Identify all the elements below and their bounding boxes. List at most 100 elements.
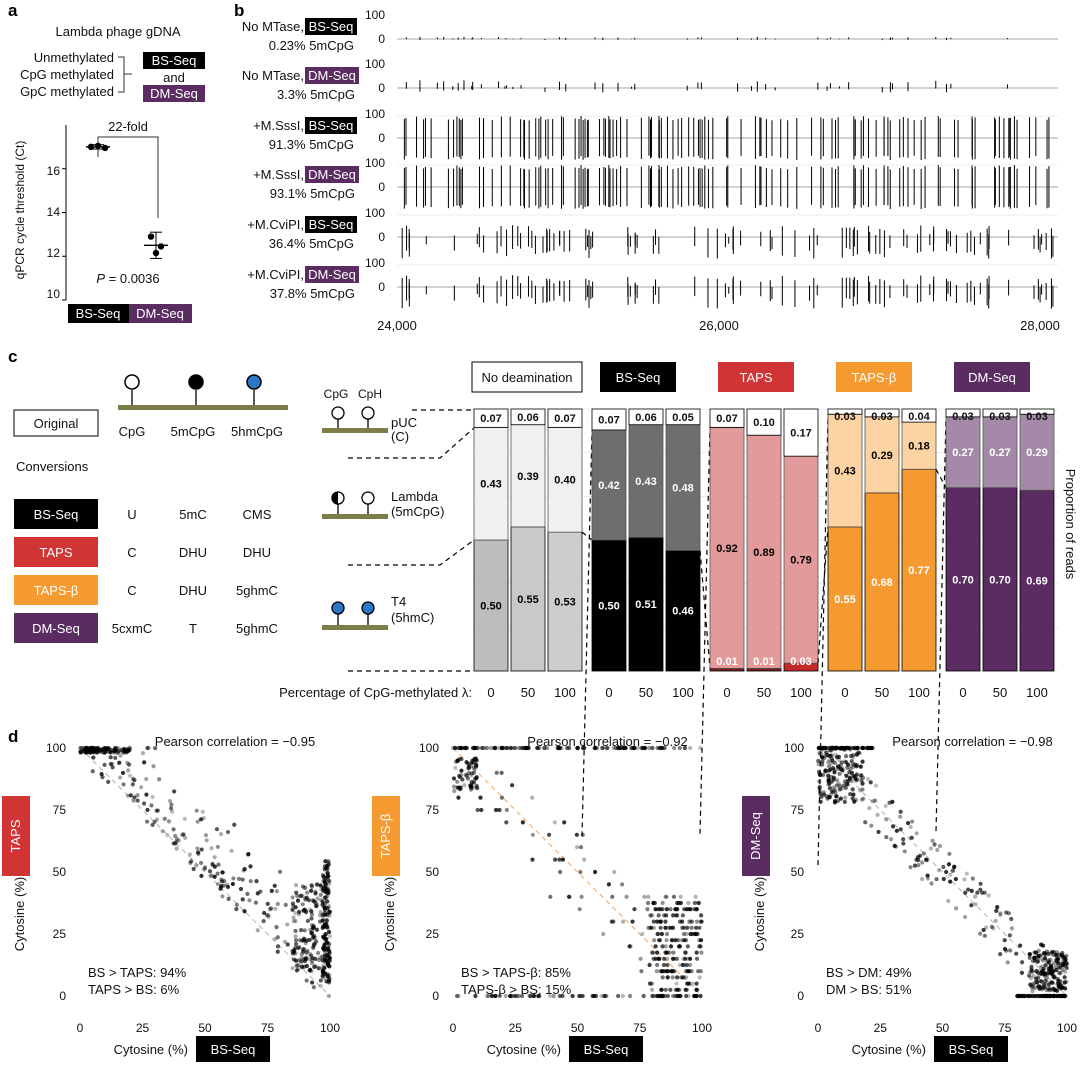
dna-header-cph: CpH xyxy=(358,387,382,401)
scatter-point xyxy=(1051,993,1057,999)
bar-lambda xyxy=(473,426,509,541)
scatter-point xyxy=(465,776,471,781)
lambda-cph-icon xyxy=(361,491,375,505)
scatter-point xyxy=(310,961,315,966)
scatter-point xyxy=(946,862,952,867)
scatter-point xyxy=(155,808,160,813)
scatter-point xyxy=(296,909,302,915)
scatter-point xyxy=(1035,954,1041,959)
bar-lambda xyxy=(709,426,745,669)
scatter-point xyxy=(1051,961,1057,966)
scatter-point xyxy=(1045,980,1050,985)
bar-t4 xyxy=(945,487,981,672)
scatter-point xyxy=(650,950,656,955)
dashed-connector xyxy=(817,526,829,664)
scatter-point xyxy=(860,781,865,786)
scatter-point xyxy=(472,745,477,751)
scatter-point xyxy=(212,874,217,879)
scatter-point xyxy=(1018,943,1023,948)
scatter-point xyxy=(318,883,323,888)
y-tick: 100 xyxy=(784,741,804,755)
scatter-point xyxy=(660,900,665,906)
panel-a-title: Lambda phage gDNA xyxy=(55,24,180,39)
scatter-point xyxy=(551,993,556,999)
label-t4: 0.53 xyxy=(554,597,575,609)
puc-cpg-icon xyxy=(331,406,345,420)
category-tick: 50 xyxy=(639,685,653,700)
scatter-point xyxy=(675,987,680,992)
bar-puc xyxy=(510,408,546,426)
scatter-point xyxy=(85,745,90,751)
scatter-point xyxy=(474,758,479,763)
scatter-point xyxy=(668,987,673,992)
label-t4: 0.03 xyxy=(790,656,811,668)
scatter-point xyxy=(832,798,838,804)
scatter-point xyxy=(1063,969,1068,974)
scatter-point xyxy=(324,918,330,923)
scatter-point xyxy=(664,931,670,937)
track-label-line2: 37.8% 5mCpG xyxy=(270,286,355,301)
method-label: BS-Seq xyxy=(34,507,79,522)
scatter-point xyxy=(215,871,220,876)
scatter-point xyxy=(309,980,315,985)
scatter-point xyxy=(834,755,840,760)
panel-c-right-label: Proportion of reads xyxy=(1063,469,1078,580)
scatter-point xyxy=(606,882,611,887)
track-label-line2: 0.23% 5mCpG xyxy=(269,38,354,53)
scatter-point xyxy=(452,788,457,794)
x-axis-tag-box xyxy=(934,1036,1008,1062)
label-t4: 0.55 xyxy=(517,594,538,606)
scatter-point xyxy=(309,969,314,974)
scatter-point xyxy=(694,956,700,961)
t4-cph-icon xyxy=(361,601,375,615)
scatter-point xyxy=(1064,960,1069,965)
scatter-point xyxy=(303,897,308,902)
scatter-point xyxy=(817,785,822,790)
scatter-point xyxy=(850,756,855,761)
scatter-point xyxy=(309,916,314,921)
scatter-point xyxy=(655,962,660,968)
dna-lambda-name: Lambda xyxy=(391,489,439,504)
scatter-point xyxy=(657,993,662,999)
data-point xyxy=(157,243,165,250)
scatter-point xyxy=(304,978,309,983)
scatter-point xyxy=(682,925,687,930)
scatter-point xyxy=(966,887,971,892)
scatter-point xyxy=(696,900,701,906)
scatter-point xyxy=(325,899,330,904)
scatter-point xyxy=(492,993,498,999)
scatter-point xyxy=(1055,981,1061,986)
scatter-point xyxy=(121,782,126,787)
scatter-point xyxy=(1032,985,1038,991)
scatter-point xyxy=(827,786,833,791)
scatter-point xyxy=(1047,987,1052,992)
x-tick: 100 xyxy=(692,1021,712,1035)
scatter-point xyxy=(1049,980,1054,985)
scatter-point xyxy=(628,944,633,949)
scatter-point xyxy=(653,907,658,912)
scatter-point xyxy=(456,773,462,778)
data-point xyxy=(147,233,155,240)
scatter-point xyxy=(654,969,659,974)
scatter-point xyxy=(578,845,584,850)
scatter-point xyxy=(479,807,484,813)
scatter-point xyxy=(682,907,687,912)
scatter-point xyxy=(225,829,231,835)
scatter-point xyxy=(1047,968,1052,973)
label-puc: 0.03 xyxy=(834,411,855,423)
scatter-point xyxy=(640,931,645,937)
scatter-point xyxy=(565,745,570,751)
x-tick: 25 xyxy=(136,1021,150,1035)
track-label-line2: 3.3% 5mCpG xyxy=(277,87,355,102)
scatter-point xyxy=(319,965,325,970)
scatter-point xyxy=(102,745,107,751)
scatter-point xyxy=(664,956,670,961)
scatter-point xyxy=(1045,959,1050,964)
scatter-point xyxy=(318,983,323,989)
x-tick: 0 xyxy=(450,1021,457,1035)
scatter-point xyxy=(611,919,616,924)
scatter-point xyxy=(844,773,849,778)
scatter-point xyxy=(963,914,968,920)
scatter-point xyxy=(479,745,484,751)
scatter-point xyxy=(307,937,312,942)
